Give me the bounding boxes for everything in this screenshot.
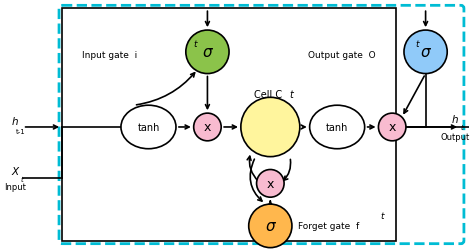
Text: t: t (381, 211, 384, 220)
Text: t: t (21, 177, 24, 183)
Text: h: h (11, 116, 18, 126)
Text: tanh: tanh (137, 122, 160, 132)
Ellipse shape (194, 114, 221, 141)
Ellipse shape (186, 31, 229, 74)
Text: tanh: tanh (326, 122, 348, 132)
Text: σ: σ (421, 45, 430, 60)
Text: Forget gate  f: Forget gate f (298, 222, 359, 230)
Text: Input gate  i: Input gate i (82, 51, 137, 60)
Text: X: X (11, 167, 18, 177)
Ellipse shape (121, 106, 176, 149)
Text: σ: σ (265, 218, 275, 234)
Ellipse shape (378, 114, 406, 141)
Bar (62, 9, 396, 241)
Text: h: h (452, 114, 458, 124)
Text: t: t (416, 40, 419, 49)
Text: t: t (461, 124, 464, 130)
Text: t: t (289, 90, 293, 100)
Text: Output: Output (440, 133, 470, 142)
Text: x: x (389, 121, 396, 134)
Ellipse shape (310, 106, 365, 149)
Ellipse shape (256, 170, 284, 198)
Ellipse shape (241, 98, 300, 157)
Ellipse shape (249, 204, 292, 248)
Ellipse shape (404, 31, 447, 74)
Text: t: t (194, 40, 197, 49)
Text: Cell C: Cell C (254, 90, 282, 100)
Text: t-1: t-1 (16, 128, 26, 134)
Text: Input: Input (4, 182, 26, 191)
Text: x: x (204, 121, 211, 134)
Text: Output gate  O: Output gate O (308, 51, 375, 60)
Text: σ: σ (202, 45, 212, 60)
Text: x: x (267, 177, 274, 190)
